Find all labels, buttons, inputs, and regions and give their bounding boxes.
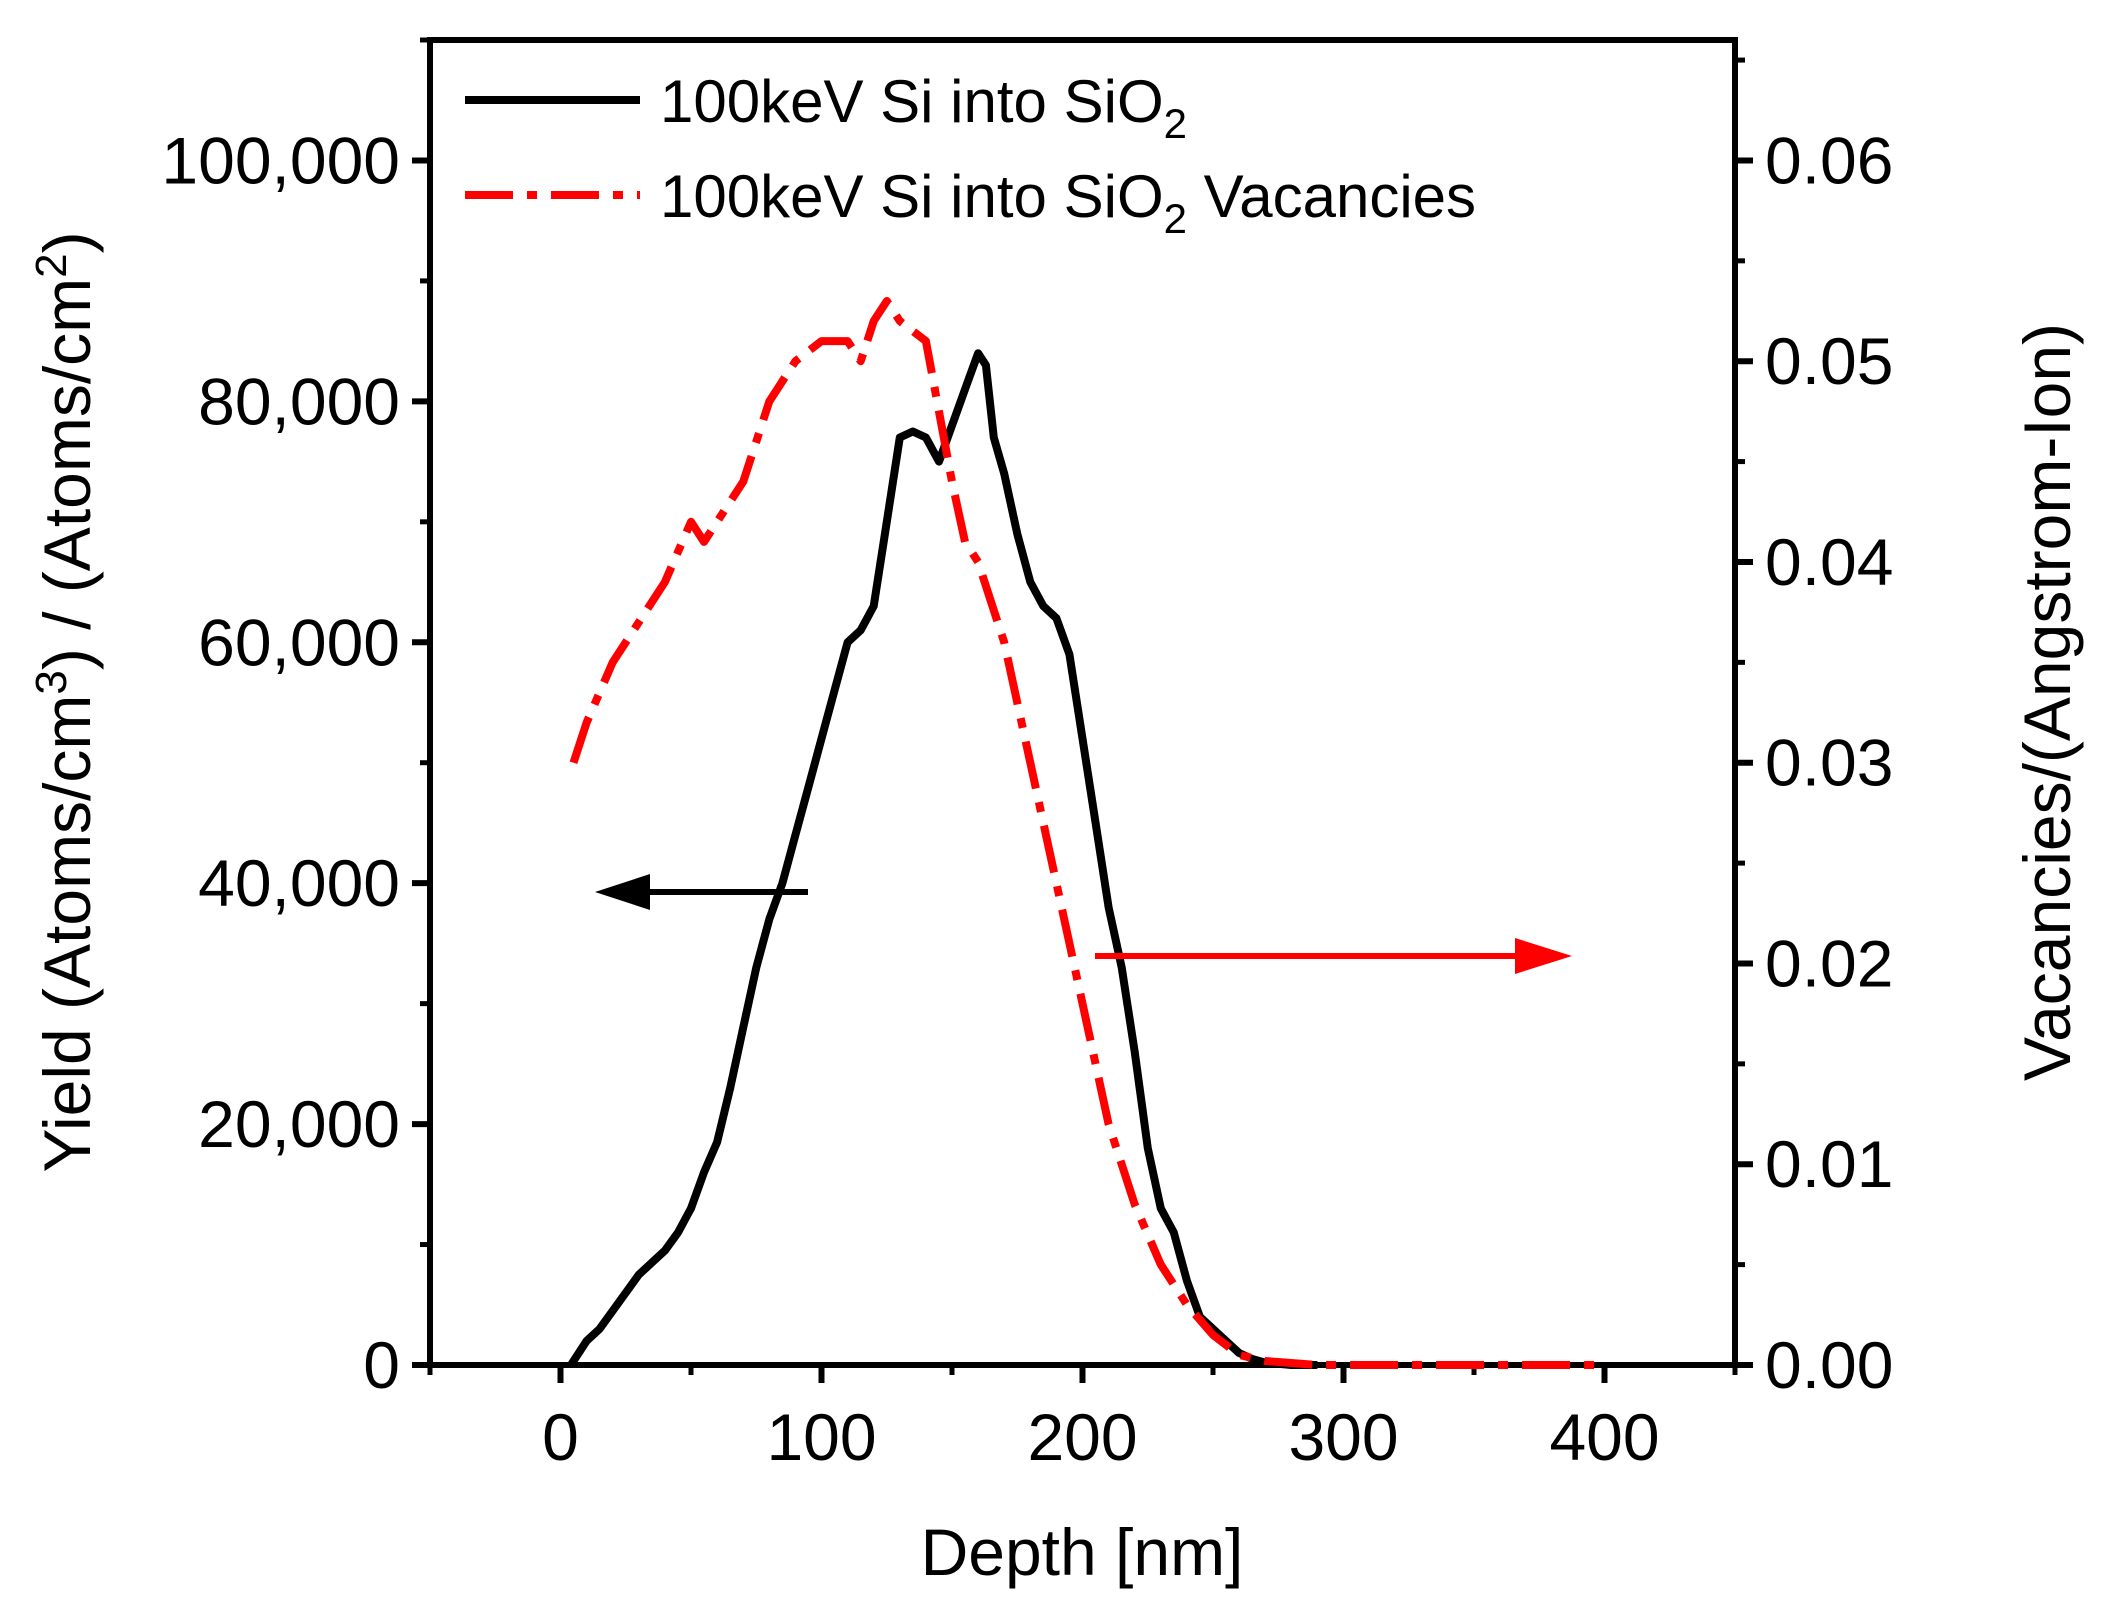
series-line-1 [567, 349, 1318, 1369]
y-left-tick-label: 80,000 [198, 364, 400, 438]
x-axis-title: Depth [nm] [921, 1515, 1244, 1589]
axis-ticks [412, 37, 1753, 1383]
y-right-tick-label: 0.04 [1765, 525, 1893, 599]
y-right-tick-label: 0.06 [1765, 123, 1893, 197]
series-line-2 [569, 297, 1605, 1369]
y-right-axis-title: Vacancies/(Angstrom-Ion) [2010, 323, 2084, 1081]
legend-label-series-1: 100keV Si into SiO2 [660, 68, 1187, 147]
y-left-tick-label: 0 [363, 1328, 400, 1402]
right-axis-arrow [1095, 938, 1572, 974]
x-tick-label: 100 [766, 1400, 876, 1474]
x-tick-label: 200 [1027, 1400, 1137, 1474]
y-left-axis-title: Yield (Atoms/cm3) / (Atoms/cm2) [27, 231, 104, 1172]
y-left-tick-label: 40,000 [198, 846, 400, 920]
x-tick-label: 400 [1549, 1400, 1659, 1474]
y-right-tick-label: 0.01 [1765, 1127, 1893, 1201]
axis-tick-labels: 0 100 200 300 400 0 20,000 40,000 60,000 80,000 10… [161, 123, 1893, 1474]
x-tick-label: 300 [1288, 1400, 1398, 1474]
legend: 100keV Si into SiO2 100keV Si into SiO2 … [465, 68, 1476, 242]
x-tick-label: 0 [542, 1400, 579, 1474]
y-right-tick-label: 0.03 [1765, 726, 1893, 800]
data-series [567, 297, 1605, 1369]
left-axis-arrow [595, 874, 808, 910]
y-right-tick-label: 0.00 [1765, 1328, 1893, 1402]
y-right-tick-label: 0.05 [1765, 324, 1893, 398]
plot-frame [427, 37, 1738, 1368]
legend-label-series-2: 100keV Si into SiO2 Vacancies [660, 163, 1476, 242]
y-right-tick-label: 0.02 [1765, 926, 1893, 1000]
y-left-tick-label: 60,000 [198, 605, 400, 679]
y-left-tick-label: 100,000 [161, 123, 400, 197]
y-left-tick-label: 20,000 [198, 1087, 400, 1161]
